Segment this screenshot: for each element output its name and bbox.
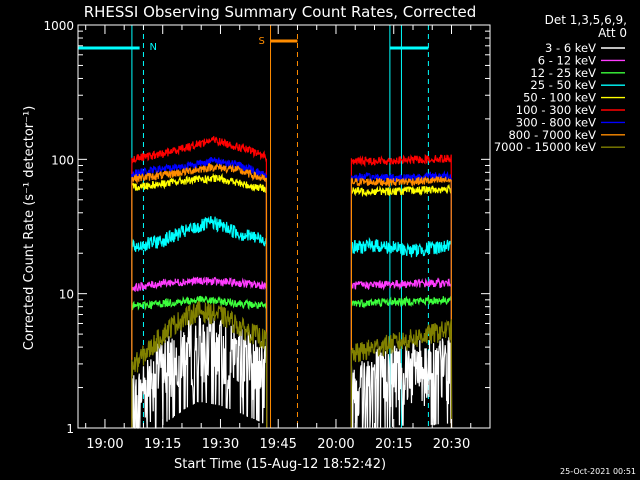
- legend-label: 6 - 12 keV: [538, 53, 596, 67]
- series-line-3: [131, 216, 268, 429]
- series-line-1: [350, 277, 453, 429]
- x-tick-label: 20:15: [375, 437, 412, 452]
- y-tick-label: 1: [66, 422, 74, 436]
- series-line-6: [350, 170, 453, 429]
- plot-frame: [77, 24, 491, 429]
- x-tick-label: 19:00: [86, 437, 123, 452]
- series-line-4: [350, 183, 453, 429]
- series-line-7: [131, 162, 268, 429]
- y-tick-label: 100: [51, 153, 74, 167]
- x-tick-label: 20:00: [317, 437, 354, 452]
- x-tick-label: 20:30: [433, 437, 470, 452]
- legend-label: 25 - 50 keV: [530, 78, 596, 92]
- saa-label: S: [259, 36, 265, 47]
- x-tick-label: 19:15: [144, 437, 181, 452]
- series-line-3: [350, 236, 453, 429]
- timestamp: 25-Oct-2021 00:51: [560, 467, 636, 476]
- legend-label: 300 - 800 keV: [516, 115, 596, 129]
- legend-label: 12 - 25 keV: [530, 66, 596, 80]
- series-line-4: [131, 172, 268, 429]
- legend-label: 3 - 6 keV: [545, 41, 596, 55]
- x-tick-label: 19:45: [259, 437, 296, 452]
- legend-label: 800 - 7000 keV: [508, 128, 596, 142]
- legend-label: 7000 - 15000 keV: [494, 140, 596, 154]
- chart-title: RHESSI Observing Summary Count Rates, Co…: [84, 3, 477, 21]
- series-line-1: [131, 276, 268, 429]
- legend-label: 100 - 300 keV: [516, 103, 596, 117]
- legend-header-1: Det 1,3,5,6,9,: [545, 13, 627, 27]
- y-tick-label: 1000: [43, 19, 74, 33]
- legend-header-2: Att 0: [598, 26, 627, 40]
- legend-label: 50 - 100 keV: [523, 91, 596, 105]
- series-line-0: [131, 315, 268, 429]
- series-line-6: [131, 156, 268, 429]
- series-line-0: [350, 337, 453, 429]
- y-tick-label: 10: [59, 288, 74, 302]
- series-line-2: [350, 294, 453, 429]
- series-line-7: [350, 175, 453, 429]
- series-line-5: [350, 153, 453, 429]
- y-axis-label: Corrected Count Rate (s⁻¹ detector⁻¹): [22, 106, 37, 351]
- night-label: N: [149, 42, 156, 53]
- x-tick-label: 19:30: [202, 437, 239, 452]
- series-line-5: [131, 136, 268, 429]
- series-line-8: [131, 300, 268, 429]
- series-line-8: [350, 319, 453, 429]
- x-axis-label: Start Time (15-Aug-12 18:52:42): [174, 457, 386, 472]
